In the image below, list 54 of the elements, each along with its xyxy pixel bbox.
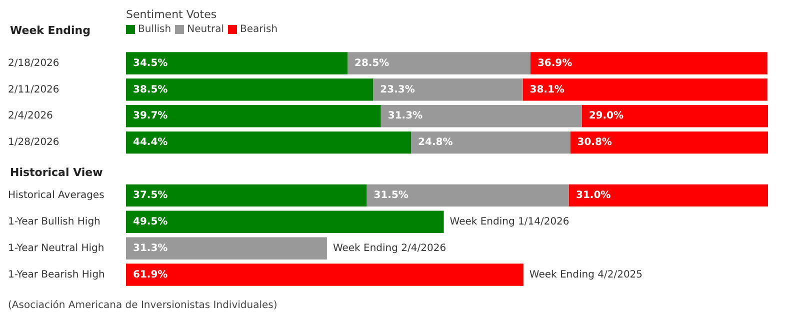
data-label: 34.5%	[133, 58, 168, 69]
data-label: 36.9%	[537, 58, 572, 69]
legend-label: Bullish	[138, 24, 172, 35]
annotation: Week Ending 4/2/2025	[529, 269, 643, 280]
legend-label: Neutral	[187, 24, 224, 35]
data-label: 30.8%	[577, 137, 612, 148]
data-label: 44.4%	[133, 137, 168, 148]
y-tick-label: 2/4/2026	[8, 110, 53, 122]
text: (Asociación Americana de Inversionistas Individuales)	[8, 300, 278, 311]
bar	[126, 210, 444, 233]
data-label: 23.3%	[380, 84, 415, 96]
data-label: 31.3%	[388, 110, 423, 122]
y-tick-label: Historical Averages	[8, 190, 104, 202]
y-tick-label: 2/11/2026	[8, 84, 60, 96]
bar	[366, 184, 569, 207]
bar	[530, 52, 768, 74]
data-label: 28.5%	[354, 58, 390, 69]
bar	[568, 184, 768, 207]
data-label: 24.8%	[418, 137, 453, 148]
data-label: 38.5%	[133, 84, 168, 96]
bar	[126, 52, 348, 74]
y-tick-label: 2/18/2026	[8, 58, 60, 69]
data-label: 31.0%	[576, 190, 611, 202]
data-label: 38.1%	[530, 84, 564, 96]
annotation: Week Ending 1/14/2026	[450, 216, 570, 228]
bar	[126, 184, 367, 207]
data-label: 49.5%	[133, 216, 168, 228]
bar	[126, 264, 524, 286]
bar	[522, 78, 768, 101]
data-label: 29.0%	[588, 110, 624, 122]
bar	[570, 131, 768, 154]
data-label: 39.7%	[133, 110, 168, 122]
y-tick-label: 1-Year Neutral High	[8, 242, 104, 254]
bar	[411, 131, 570, 154]
data-label: 61.9%	[133, 269, 168, 280]
data-label: 37.5%	[133, 190, 168, 202]
text: Week Ending	[10, 24, 91, 37]
legend-label: Bearish	[240, 24, 278, 35]
bar	[126, 131, 412, 154]
bar	[373, 78, 523, 101]
y-tick-label: 1-Year Bullish High	[8, 216, 100, 228]
data-label: 31.3%	[133, 242, 168, 254]
y-tick-label: 1/28/2026	[8, 137, 60, 148]
text: Historical View	[10, 166, 103, 179]
bar	[126, 78, 374, 101]
y-tick-label: 1-Year Bearish High	[8, 269, 105, 280]
bar	[582, 105, 768, 128]
legend-title: Sentiment Votes	[126, 8, 218, 21]
data-label: 31.5%	[374, 190, 408, 202]
bar	[126, 105, 381, 128]
bar	[126, 237, 327, 260]
bar	[347, 52, 530, 74]
annotation: Week Ending 2/4/2026	[332, 242, 446, 254]
bar	[380, 105, 582, 128]
